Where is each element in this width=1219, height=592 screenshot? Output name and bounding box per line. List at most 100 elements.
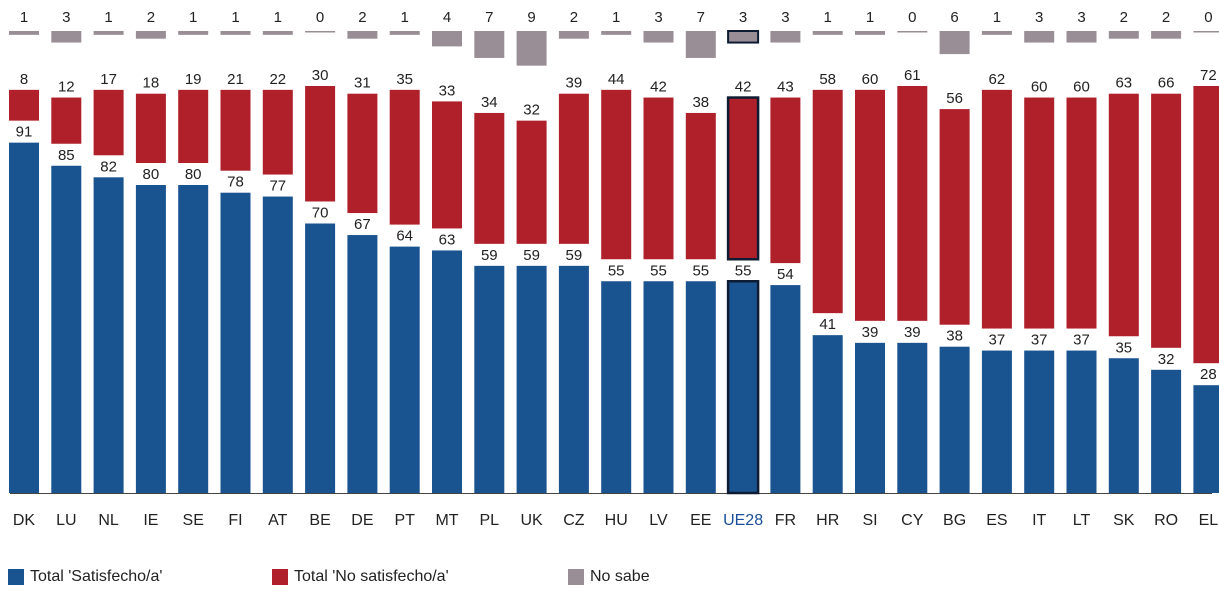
label-no-sabe-uk: 9 (527, 9, 535, 26)
label-no-sabe-at: 1 (274, 9, 282, 26)
bar-satisfecho-cz (558, 265, 589, 493)
bar-satisfecho-bg (939, 346, 970, 493)
bar-satisfecho-fr (770, 285, 801, 493)
tick-label-fr: FR (775, 512, 796, 529)
bar-no-sabe-be (305, 31, 336, 33)
label-no-satisfecho-ee: 38 (692, 94, 709, 111)
label-no-sabe-nl: 1 (104, 9, 112, 26)
label-no-sabe-pt: 1 (401, 9, 409, 26)
label-satisfecho-si: 39 (862, 324, 879, 341)
label-no-sabe-lv: 3 (654, 9, 662, 26)
bar-no-sabe-sk (1108, 31, 1139, 39)
bar-no-satisfecho-fi (220, 89, 251, 171)
bar-no-sabe-ue28 (727, 30, 760, 44)
label-no-sabe-se: 1 (189, 9, 197, 26)
label-satisfecho-hu: 55 (608, 262, 625, 279)
label-satisfecho-fr: 54 (777, 266, 794, 283)
legend-item-no-satisfecho: Total 'No satisfecho/a' (272, 568, 449, 586)
tick-label-ie: IE (143, 512, 158, 529)
bar-satisfecho-lv (643, 281, 674, 493)
bar-no-sabe-hr (812, 31, 843, 35)
label-no-sabe-es: 1 (993, 9, 1001, 26)
bar-no-sabe-bg (939, 31, 970, 55)
bar-satisfecho-fi (220, 192, 251, 493)
label-no-sabe-it: 3 (1035, 9, 1043, 26)
tick-label-fi: FI (228, 512, 242, 529)
label-no-satisfecho-nl: 17 (100, 71, 117, 88)
bar-no-satisfecho-se (178, 89, 209, 163)
bar-satisfecho-uk (516, 265, 547, 493)
label-satisfecho-hr: 41 (819, 316, 836, 333)
bar-no-sabe-lv (643, 31, 674, 43)
bar-no-sabe-lt (1066, 31, 1097, 43)
label-no-satisfecho-fi: 21 (227, 71, 244, 88)
label-no-satisfecho-be: 30 (312, 67, 329, 84)
bar-satisfecho-si (855, 342, 885, 493)
bar-no-sabe-it (1024, 31, 1055, 43)
label-no-satisfecho-sk: 63 (1115, 75, 1132, 92)
bar-no-satisfecho-cy (897, 86, 928, 321)
tick-label-es: ES (986, 512, 1007, 529)
label-satisfecho-ue28: 55 (735, 262, 752, 279)
bar-no-sabe-dk (9, 31, 39, 35)
label-no-satisfecho-fr: 43 (777, 79, 794, 96)
bar-satisfecho-se (178, 185, 209, 493)
label-no-satisfecho-si: 60 (862, 71, 879, 88)
label-satisfecho-cz: 59 (566, 247, 583, 264)
bar-satisfecho-mt (432, 250, 462, 493)
label-no-satisfecho-pt: 35 (396, 71, 413, 88)
label-no-sabe-ie: 2 (147, 9, 155, 26)
bar-no-sabe-ie (135, 31, 166, 39)
label-no-satisfecho-lv: 42 (650, 79, 667, 96)
legend-label-satisfecho: Total 'Satisfecho/a' (30, 568, 163, 585)
bar-satisfecho-dk (9, 142, 39, 493)
label-satisfecho-lu: 85 (58, 147, 75, 164)
bar-no-satisfecho-cz (558, 93, 589, 244)
bar-no-sabe-ro (1151, 31, 1182, 39)
bar-no-sabe-uk (516, 31, 547, 66)
bar-no-sabe-el (1193, 31, 1219, 33)
bar-no-sabe-se (178, 31, 209, 35)
tick-label-ue28: UE28 (723, 512, 763, 529)
bar-no-satisfecho-lt (1066, 97, 1097, 329)
label-satisfecho-uk: 59 (523, 247, 540, 264)
tick-label-lu: LU (56, 512, 76, 529)
label-satisfecho-it: 37 (1031, 332, 1048, 349)
label-no-satisfecho-at: 22 (269, 71, 286, 88)
tick-label-be: BE (309, 512, 330, 529)
legend-label-no-sabe: No sabe (590, 568, 650, 585)
tick-label-ro: RO (1154, 512, 1178, 529)
label-satisfecho-ee: 55 (692, 262, 709, 279)
bar-no-sabe-pt (389, 31, 420, 35)
label-satisfecho-ro: 32 (1158, 351, 1175, 368)
label-no-sabe-cy: 0 (908, 9, 916, 26)
bar-satisfecho-ee (685, 281, 716, 493)
label-no-sabe-be: 0 (316, 9, 324, 26)
tick-label-de: DE (351, 512, 373, 529)
tick-label-sk: SK (1113, 512, 1135, 529)
label-no-sabe-el: 0 (1204, 9, 1212, 26)
label-no-satisfecho-cy: 61 (904, 67, 921, 84)
bar-no-sabe-nl (93, 31, 124, 35)
legend-label-no-satisfecho: Total 'No satisfecho/a' (294, 568, 449, 585)
stacked-bar-chart: 9181DK85123LU82171NL80182IE80191SE78211F… (9, 9, 1219, 529)
label-satisfecho-be: 70 (312, 205, 329, 222)
label-no-sabe-ue28: 3 (739, 9, 747, 26)
bar-no-satisfecho-lv (643, 97, 674, 260)
label-no-sabe-cz: 2 (570, 9, 578, 26)
legend-swatch-no-satisfecho (272, 569, 288, 585)
bar-satisfecho-pl (474, 265, 505, 493)
label-no-satisfecho-ie: 18 (143, 75, 160, 92)
bar-satisfecho-de (347, 235, 378, 494)
tick-label-dk: DK (13, 512, 36, 529)
bar-no-sabe-ee (685, 31, 716, 58)
bar-no-satisfecho-dk (9, 89, 39, 121)
bar-no-satisfecho-si (855, 89, 885, 321)
label-no-sabe-pl: 7 (485, 9, 493, 26)
label-no-sabe-hr: 1 (824, 9, 832, 26)
label-satisfecho-mt: 63 (439, 231, 456, 248)
legend-swatch-no-sabe (568, 569, 584, 585)
bar-satisfecho-ro (1151, 369, 1182, 493)
tick-label-bg: BG (943, 512, 966, 529)
tick-label-at: AT (268, 512, 287, 529)
